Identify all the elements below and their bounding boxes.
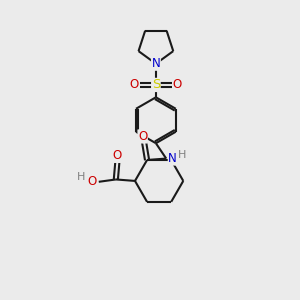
- Text: O: O: [138, 130, 147, 143]
- Text: N: N: [152, 57, 160, 70]
- Text: O: O: [113, 149, 122, 162]
- Text: O: O: [88, 175, 97, 188]
- Text: N: N: [168, 152, 177, 165]
- Text: O: O: [130, 78, 139, 92]
- Text: S: S: [152, 78, 160, 92]
- Text: O: O: [173, 78, 182, 92]
- Text: H: H: [77, 172, 85, 182]
- Text: H: H: [178, 150, 187, 160]
